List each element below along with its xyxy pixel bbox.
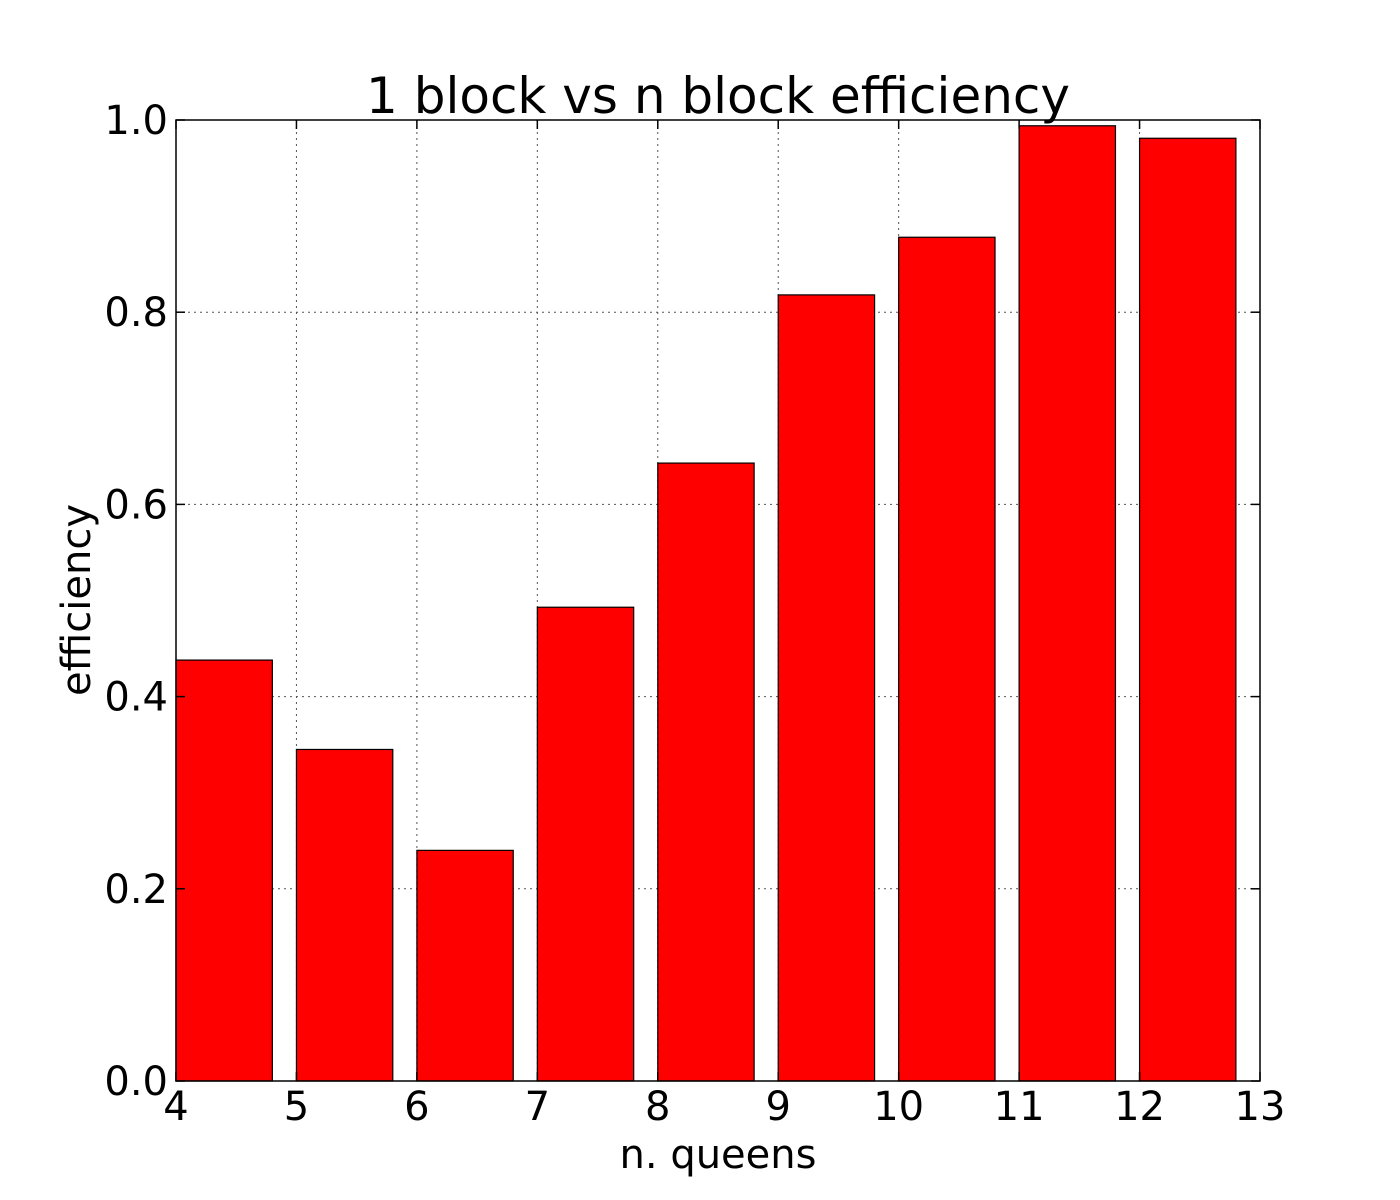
x-tick-label: 4: [163, 1084, 188, 1130]
y-tick-label: 0.2: [104, 867, 168, 913]
x-tick-label: 13: [1235, 1084, 1286, 1130]
x-tick-label: 8: [645, 1084, 670, 1130]
bar-12: [1138, 137, 1237, 1082]
bar-9: [777, 294, 876, 1082]
bar-6: [416, 849, 514, 1082]
tick-labels: 4 5 6 7 8 9 10 11 12 13 0.0 0.2 0.4 0.6 0.8 1.0: [104, 98, 1285, 1130]
plot-frame: [175, 119, 1261, 1082]
bar-10: [898, 236, 996, 1082]
bar-11: [1018, 125, 1117, 1082]
bar-5: [295, 748, 394, 1082]
y-tick-label: 0.6: [104, 482, 168, 528]
y-tick-label: 0.4: [104, 675, 168, 721]
x-tick-label: 12: [1114, 1084, 1165, 1130]
y-tick-label: 0.0: [104, 1059, 168, 1105]
bar-4: [175, 659, 273, 1082]
x-tick-label: 11: [994, 1084, 1045, 1130]
x-tick-label: 6: [404, 1084, 429, 1130]
y-axis-label: efficiency: [54, 504, 100, 696]
bar-7: [536, 606, 635, 1082]
x-tick-label: 10: [873, 1084, 924, 1130]
x-axis-label: n. queens: [620, 1132, 817, 1178]
y-tick-label: 0.8: [104, 290, 168, 336]
bars: [175, 125, 1237, 1082]
y-tick-label: 1.0: [104, 98, 168, 144]
bar-8: [657, 462, 755, 1082]
x-tick-label: 9: [765, 1084, 790, 1130]
x-tick-label: 5: [284, 1084, 309, 1130]
x-tick-label: 7: [525, 1084, 550, 1130]
axis-ticks: [175, 119, 1261, 1082]
chart-title: 1 block vs n block efficiency: [366, 67, 1070, 125]
